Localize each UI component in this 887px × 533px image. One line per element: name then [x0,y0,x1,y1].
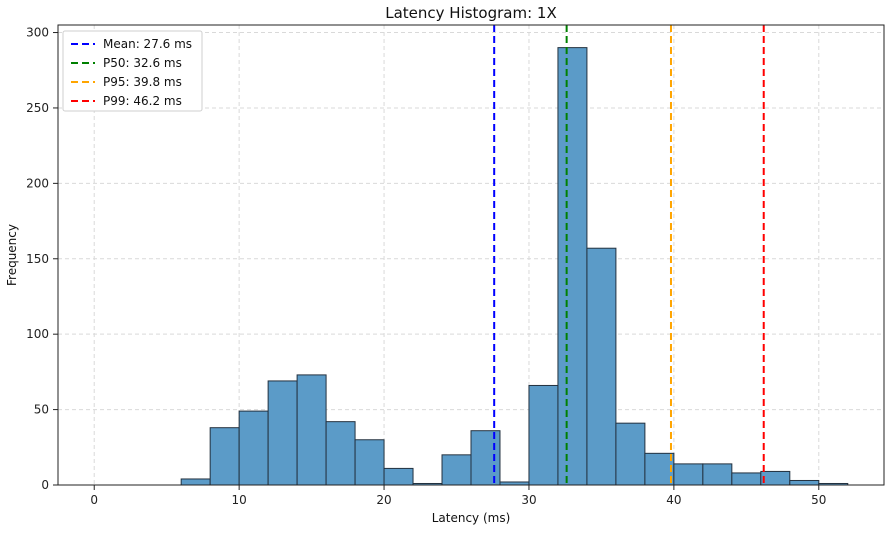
y-tick-label: 150 [26,252,49,266]
x-tick-label: 0 [90,493,98,507]
y-tick-label: 300 [26,26,49,40]
y-tick-label: 250 [26,101,49,115]
x-tick-label: 10 [231,493,246,507]
plot-border [57,24,885,486]
histogram-bar [325,421,356,486]
histogram-bar [557,47,588,486]
legend-label: P50: 32.6 ms [103,56,182,70]
histogram-bar [209,427,240,486]
histogram-bar [673,463,704,486]
histogram-bar [644,452,675,486]
histogram-bar [586,247,617,486]
histogram-bar [731,472,762,486]
histogram-bar [441,454,472,486]
x-tick-label: 30 [521,493,536,507]
y-tick-label: 200 [26,176,49,190]
histogram-bar [615,422,646,486]
histogram-bar [528,384,559,486]
histogram-bar [760,470,791,486]
chart-title: Latency Histogram: 1X [385,4,557,22]
histogram-bar [267,380,298,486]
histogram-bar [702,463,733,486]
histogram-bar [180,478,211,486]
legend-label: Mean: 27.6 ms [103,37,192,51]
histogram-bar [383,467,414,486]
histogram-bar [238,410,269,486]
histogram-bar [296,374,327,486]
x-tick-label: 50 [811,493,826,507]
histogram-bar [354,439,385,486]
y-tick-label: 0 [41,478,49,492]
x-tick-label: 40 [666,493,681,507]
x-axis-title: Latency (ms) [432,511,511,525]
y-axis-title: Frequency [5,224,19,286]
y-tick-label: 100 [26,327,49,341]
histogram-bar [470,430,501,486]
legend-label: P95: 39.8 ms [103,75,182,89]
histogram-bar [789,479,820,486]
x-tick-label: 20 [376,493,391,507]
legend-label: P99: 46.2 ms [103,94,182,108]
legend-box [62,30,203,112]
y-tick-label: 50 [34,403,49,417]
